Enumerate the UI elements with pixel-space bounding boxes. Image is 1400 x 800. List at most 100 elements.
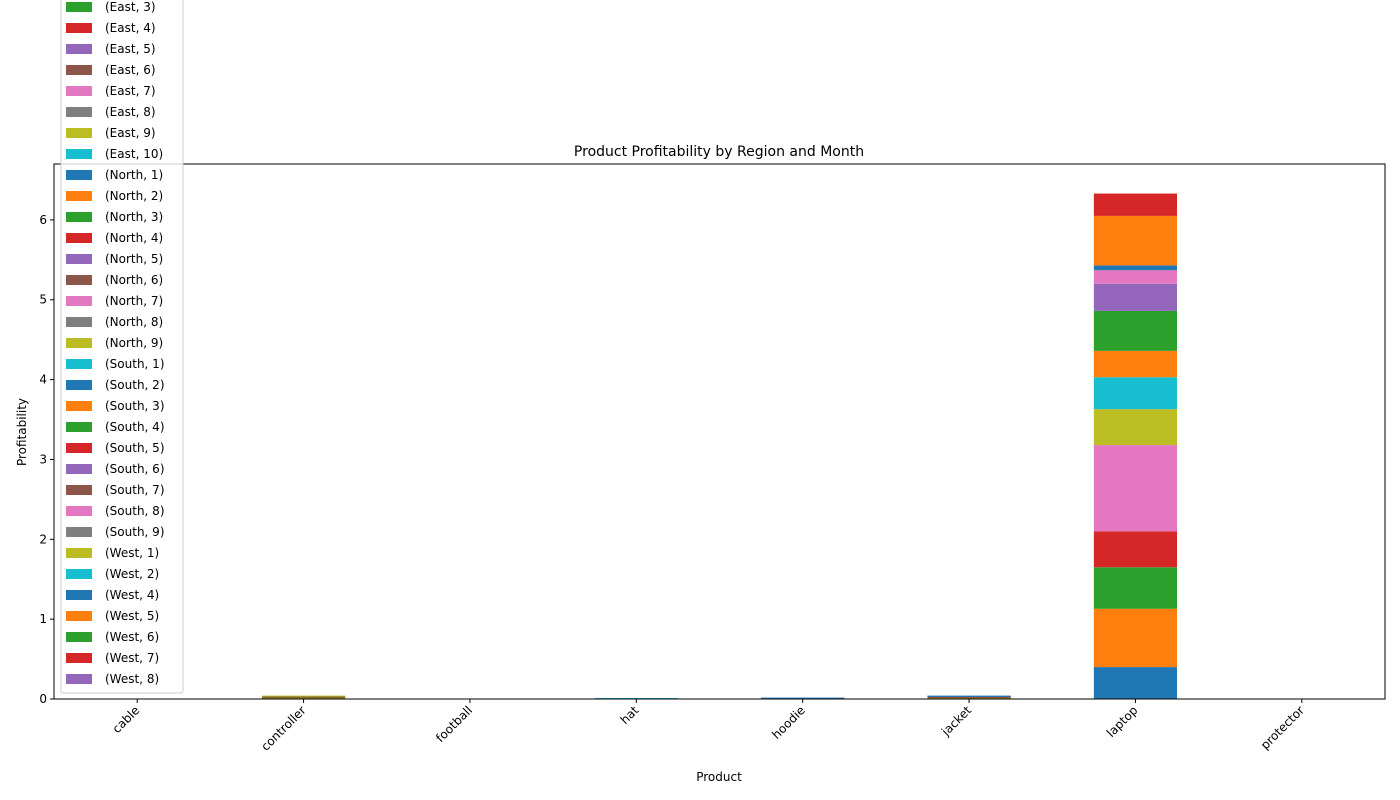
bar-segment-laptop-16 <box>1093 409 1178 446</box>
legend-swatch <box>66 107 92 117</box>
legend-swatch <box>66 23 92 33</box>
legend: (East, 3) (East, 4) (East, 5) (East, 6) (Eas… <box>60 0 184 694</box>
legend-entry-label: (South, 7) <box>105 483 165 497</box>
legend-entry-label: (North, 1) <box>105 168 163 182</box>
legend-swatch <box>66 653 92 663</box>
legend-entry-label: (North, 2) <box>105 189 163 203</box>
legend-swatch <box>66 86 92 96</box>
legend-entry-label: (West, 2) <box>105 567 159 581</box>
legend-swatch <box>66 296 92 306</box>
y-tick-label: 0 <box>39 692 47 706</box>
legend-entry-label: (North, 7) <box>105 294 163 308</box>
legend-entry-label: (East, 10) <box>105 147 163 161</box>
legend-entry-label: (North, 3) <box>105 210 163 224</box>
legend-entry-label: (South, 4) <box>105 420 165 434</box>
chart-title: Product Profitability by Region and Mont… <box>574 144 864 160</box>
legend-entry-label: (North, 9) <box>105 336 163 350</box>
bar-segment-controller-16 <box>261 695 346 697</box>
legend-swatch <box>66 149 92 159</box>
legend-entry-label: (East, 9) <box>105 126 156 140</box>
legend-entry-label: (South, 8) <box>105 504 165 518</box>
legend-entry-label: (West, 4) <box>105 588 159 602</box>
legend-entry-label: (South, 9) <box>105 525 165 539</box>
x-tick-label-protector: protector <box>1258 703 1307 752</box>
legend-entry-label: (East, 7) <box>105 84 156 98</box>
y-tick-label: 1 <box>39 612 47 626</box>
legend-entry-label: (East, 8) <box>105 105 156 119</box>
legend-entry-label: (South, 1) <box>105 357 165 371</box>
x-tick-label-football: football <box>433 703 475 745</box>
x-axis: cable controller football hat hoodie jacket la… <box>110 699 1307 754</box>
legend-entry-label: (East, 4) <box>105 21 156 35</box>
legend-swatch <box>66 674 92 684</box>
legend-entry-label: (West, 5) <box>105 609 159 623</box>
legend-swatch <box>66 611 92 621</box>
bar-segment-laptop-11 <box>1093 531 1178 568</box>
legend-entry-label: (West, 7) <box>105 651 159 665</box>
legend-entry-label: (West, 1) <box>105 546 159 560</box>
legend-swatch <box>66 212 92 222</box>
bar-segment-hoodie-28 <box>761 697 845 699</box>
legend-swatch <box>66 2 92 12</box>
legend-entry-label: (East, 6) <box>105 63 156 77</box>
y-tick-label: 3 <box>39 452 47 466</box>
legend-swatch <box>66 548 92 558</box>
legend-swatch <box>66 44 92 54</box>
legend-swatch <box>66 443 92 453</box>
legend-swatch <box>66 170 92 180</box>
bar-segment-laptop-22 <box>1093 283 1178 311</box>
legend-swatch <box>66 191 92 201</box>
legend-entry-label: (South, 6) <box>105 462 165 476</box>
bar-segment-controller-10 <box>261 697 346 699</box>
legend-swatch <box>66 275 92 285</box>
x-axis-label: Product <box>696 770 742 784</box>
legend-entry-label: (North, 5) <box>105 252 163 266</box>
x-tick-label-jacket: jacket <box>938 703 974 739</box>
legend-entry-label: (South, 3) <box>105 399 165 413</box>
legend-entry-label: (South, 2) <box>105 378 165 392</box>
bar-segment-laptop-20 <box>1093 310 1178 351</box>
y-tick-label: 4 <box>39 373 47 387</box>
x-tick-label-cable: cable <box>110 703 143 736</box>
x-tick-label-laptop: laptop <box>1104 703 1141 740</box>
legend-swatch <box>66 317 92 327</box>
plot-frame <box>53 163 1386 700</box>
legend-swatch <box>66 485 92 495</box>
y-tick-label: 5 <box>39 293 47 307</box>
bar-segment-laptop-31 <box>1093 193 1178 216</box>
legend-swatch <box>66 128 92 138</box>
legend-swatch <box>66 233 92 243</box>
legend-swatch <box>66 527 92 537</box>
bars-layer <box>261 193 1178 699</box>
bar-segment-laptop-17 <box>1093 377 1178 410</box>
legend-swatch <box>66 380 92 390</box>
legend-swatch <box>66 569 92 579</box>
legend-swatch <box>66 359 92 369</box>
x-tick-label-hat: hat <box>618 703 642 727</box>
legend-swatch <box>66 254 92 264</box>
legend-swatch <box>66 590 92 600</box>
bar-segment-jacket-28 <box>927 695 1011 697</box>
legend-entry-label: (North, 4) <box>105 231 163 245</box>
y-axis: 0 1 2 3 4 5 6 <box>39 213 54 706</box>
legend-entry-label: (North, 8) <box>105 315 163 329</box>
bar-segment-laptop-8 <box>1093 667 1178 699</box>
bar-segment-laptop-24 <box>1093 270 1178 284</box>
x-tick-label-controller: controller <box>258 703 308 753</box>
legend-swatch <box>66 401 92 411</box>
legend-entry-label: (East, 5) <box>105 42 156 56</box>
y-tick-label: 2 <box>39 532 47 546</box>
x-tick-label-hoodie: hoodie <box>769 703 808 742</box>
y-tick-label: 6 <box>39 213 47 227</box>
legend-entry-label: (West, 8) <box>105 672 159 686</box>
y-axis-label: Profitability <box>15 398 29 466</box>
legend-swatch <box>66 65 92 75</box>
bar-segment-laptop-29 <box>1093 215 1178 266</box>
legend-entry-label: (East, 3) <box>105 0 156 14</box>
bar-segment-laptop-14 <box>1093 445 1178 532</box>
bar-segment-laptop-9 <box>1093 608 1178 668</box>
bar-segment-laptop-10 <box>1093 567 1178 609</box>
legend-entry-label: (West, 6) <box>105 630 159 644</box>
legend-swatch <box>66 464 92 474</box>
